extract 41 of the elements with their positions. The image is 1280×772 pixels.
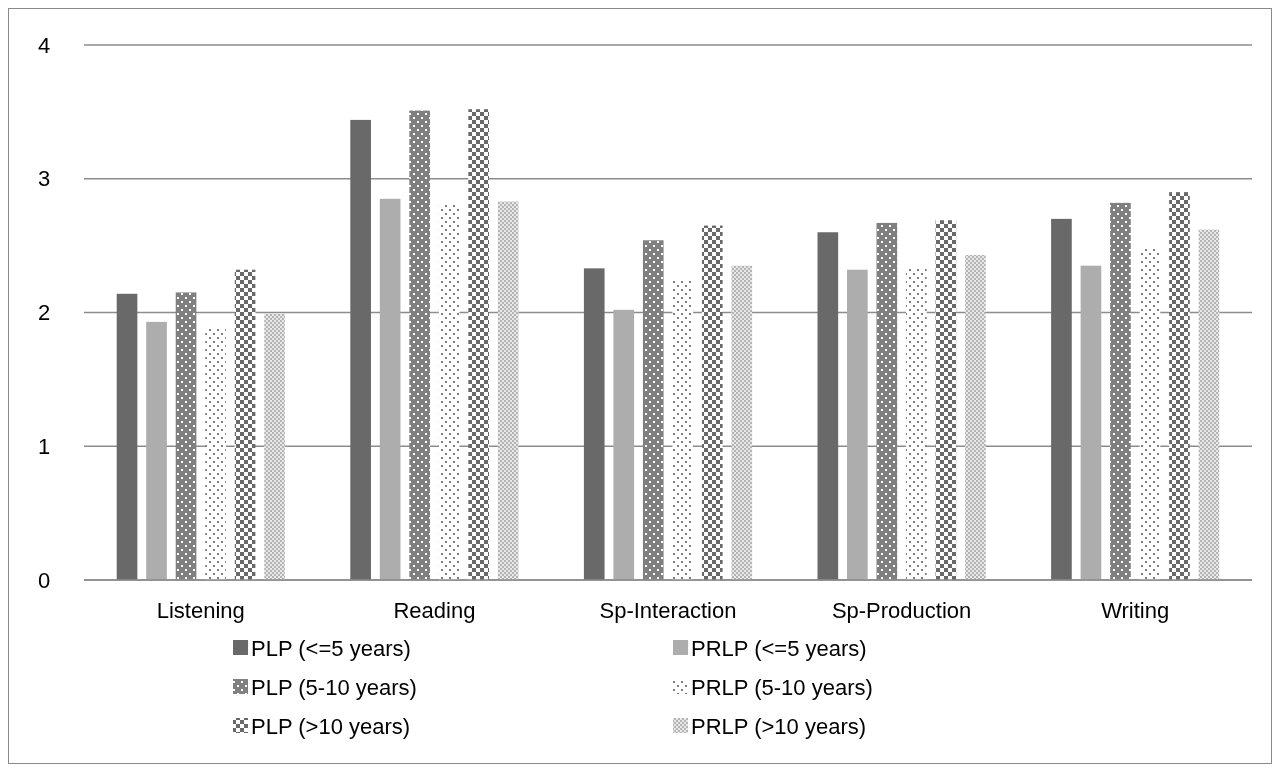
x-tick-label: Listening — [156, 598, 245, 623]
bar — [847, 269, 868, 580]
bar — [965, 254, 986, 580]
bar — [701, 225, 723, 580]
y-tick-label: 1 — [37, 433, 51, 459]
bar — [876, 222, 898, 580]
bar — [264, 313, 285, 580]
bar — [350, 119, 371, 580]
y-tick-label: 3 — [37, 166, 51, 192]
bar — [1169, 192, 1190, 580]
legend-label: PRLP (5-10 years) — [691, 674, 873, 700]
legend-label: PLP (5-10 years) — [251, 674, 417, 700]
bar — [379, 198, 401, 580]
x-tick-label: Sp-Interaction — [599, 598, 737, 623]
bar — [1110, 202, 1131, 580]
bar — [1198, 229, 1220, 580]
bar — [613, 309, 635, 580]
bar — [146, 321, 167, 580]
y-tick-label: 0 — [37, 567, 51, 593]
bar — [1051, 218, 1072, 580]
bar — [642, 240, 664, 580]
bar — [731, 265, 753, 580]
x-tick-label: Reading — [393, 598, 476, 623]
y-tick-label: 4 — [37, 32, 51, 58]
bar — [234, 269, 256, 580]
legend-label: PLP (>10 years) — [251, 713, 411, 739]
legend-label: PLP (<=5 years) — [251, 635, 411, 661]
bar — [1080, 265, 1102, 580]
legend-label: PRLP (>10 years) — [691, 713, 867, 739]
bar — [497, 201, 519, 580]
legend-label: PRLP (<=5 years) — [691, 635, 867, 661]
x-tick-label: Sp-Production — [831, 598, 972, 623]
bar — [409, 110, 430, 580]
bar — [935, 220, 957, 580]
bar — [175, 292, 197, 580]
y-tick-label: 2 — [37, 300, 51, 326]
bar — [583, 268, 605, 580]
bar — [817, 232, 839, 580]
bar — [116, 293, 138, 580]
bar — [468, 109, 489, 580]
x-tick-label: Writing — [1101, 598, 1170, 623]
